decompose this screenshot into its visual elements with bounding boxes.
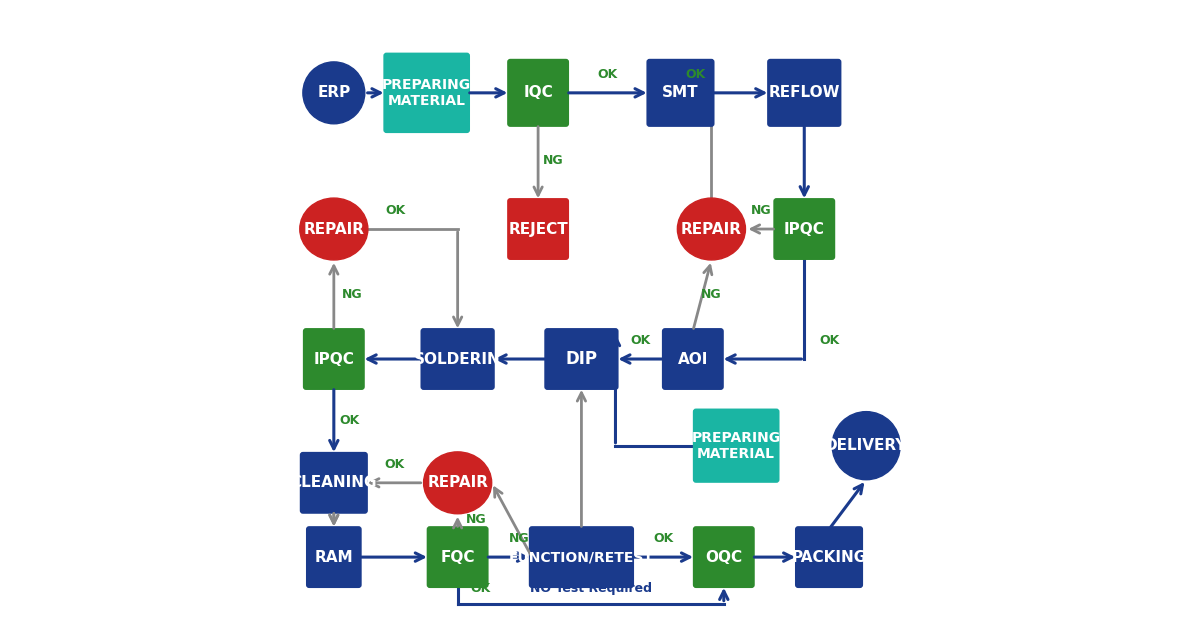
Text: NG: NG [701, 287, 721, 301]
Text: OK: OK [686, 67, 706, 81]
Text: RAM: RAM [314, 550, 353, 565]
Text: OK: OK [384, 457, 404, 471]
Text: REJECT: REJECT [509, 222, 568, 236]
Ellipse shape [300, 198, 368, 260]
FancyBboxPatch shape [508, 198, 569, 260]
FancyBboxPatch shape [306, 526, 361, 588]
Text: ERP: ERP [317, 85, 350, 100]
Text: IQC: IQC [523, 85, 553, 100]
Text: IPQC: IPQC [784, 222, 824, 236]
FancyBboxPatch shape [302, 328, 365, 390]
FancyBboxPatch shape [545, 328, 618, 390]
Text: SMT: SMT [662, 85, 698, 100]
FancyBboxPatch shape [662, 328, 724, 390]
Text: DIP: DIP [565, 350, 598, 368]
Text: PREPARING
MATERIAL: PREPARING MATERIAL [382, 78, 472, 108]
Text: OK: OK [340, 414, 360, 428]
FancyBboxPatch shape [773, 198, 835, 260]
Text: NO Test Required: NO Test Required [529, 581, 652, 595]
Text: CLEANING: CLEANING [290, 475, 377, 490]
Text: FUNCTION/RETEST: FUNCTION/RETEST [509, 550, 654, 564]
Text: OK: OK [653, 532, 673, 545]
Text: NG: NG [509, 532, 530, 545]
Text: OK: OK [598, 67, 618, 81]
Text: NG: NG [544, 154, 564, 168]
FancyBboxPatch shape [529, 526, 634, 588]
FancyBboxPatch shape [508, 59, 569, 127]
Ellipse shape [832, 412, 900, 480]
Text: REPAIR: REPAIR [680, 222, 742, 236]
Text: OQC: OQC [706, 550, 743, 565]
Text: REPAIR: REPAIR [427, 475, 488, 490]
Text: OK: OK [630, 334, 650, 347]
Text: REFLOW: REFLOW [768, 85, 840, 100]
Text: SOLDERIN: SOLDERIN [414, 352, 502, 366]
Text: DELIVERY: DELIVERY [824, 438, 907, 453]
Text: PREPARING
MATERIAL: PREPARING MATERIAL [691, 431, 781, 461]
FancyBboxPatch shape [767, 59, 841, 127]
Text: PACKING: PACKING [792, 550, 866, 565]
Text: FQC: FQC [440, 550, 475, 565]
Text: OK: OK [470, 581, 491, 595]
Text: NG: NG [751, 204, 772, 217]
Text: AOI: AOI [678, 352, 708, 366]
Ellipse shape [424, 452, 492, 514]
Text: REPAIR: REPAIR [304, 222, 365, 236]
Ellipse shape [677, 198, 745, 260]
Text: IPQC: IPQC [313, 352, 354, 366]
FancyBboxPatch shape [420, 328, 494, 390]
Ellipse shape [302, 62, 365, 124]
Text: OK: OK [385, 204, 406, 217]
Text: NG: NG [342, 287, 362, 301]
FancyBboxPatch shape [383, 53, 470, 133]
FancyBboxPatch shape [794, 526, 863, 588]
FancyBboxPatch shape [427, 526, 488, 588]
FancyBboxPatch shape [692, 526, 755, 588]
Text: NG: NG [466, 513, 486, 527]
Text: OK: OK [818, 334, 839, 347]
FancyBboxPatch shape [692, 409, 780, 483]
FancyBboxPatch shape [300, 452, 368, 514]
FancyBboxPatch shape [647, 59, 714, 127]
